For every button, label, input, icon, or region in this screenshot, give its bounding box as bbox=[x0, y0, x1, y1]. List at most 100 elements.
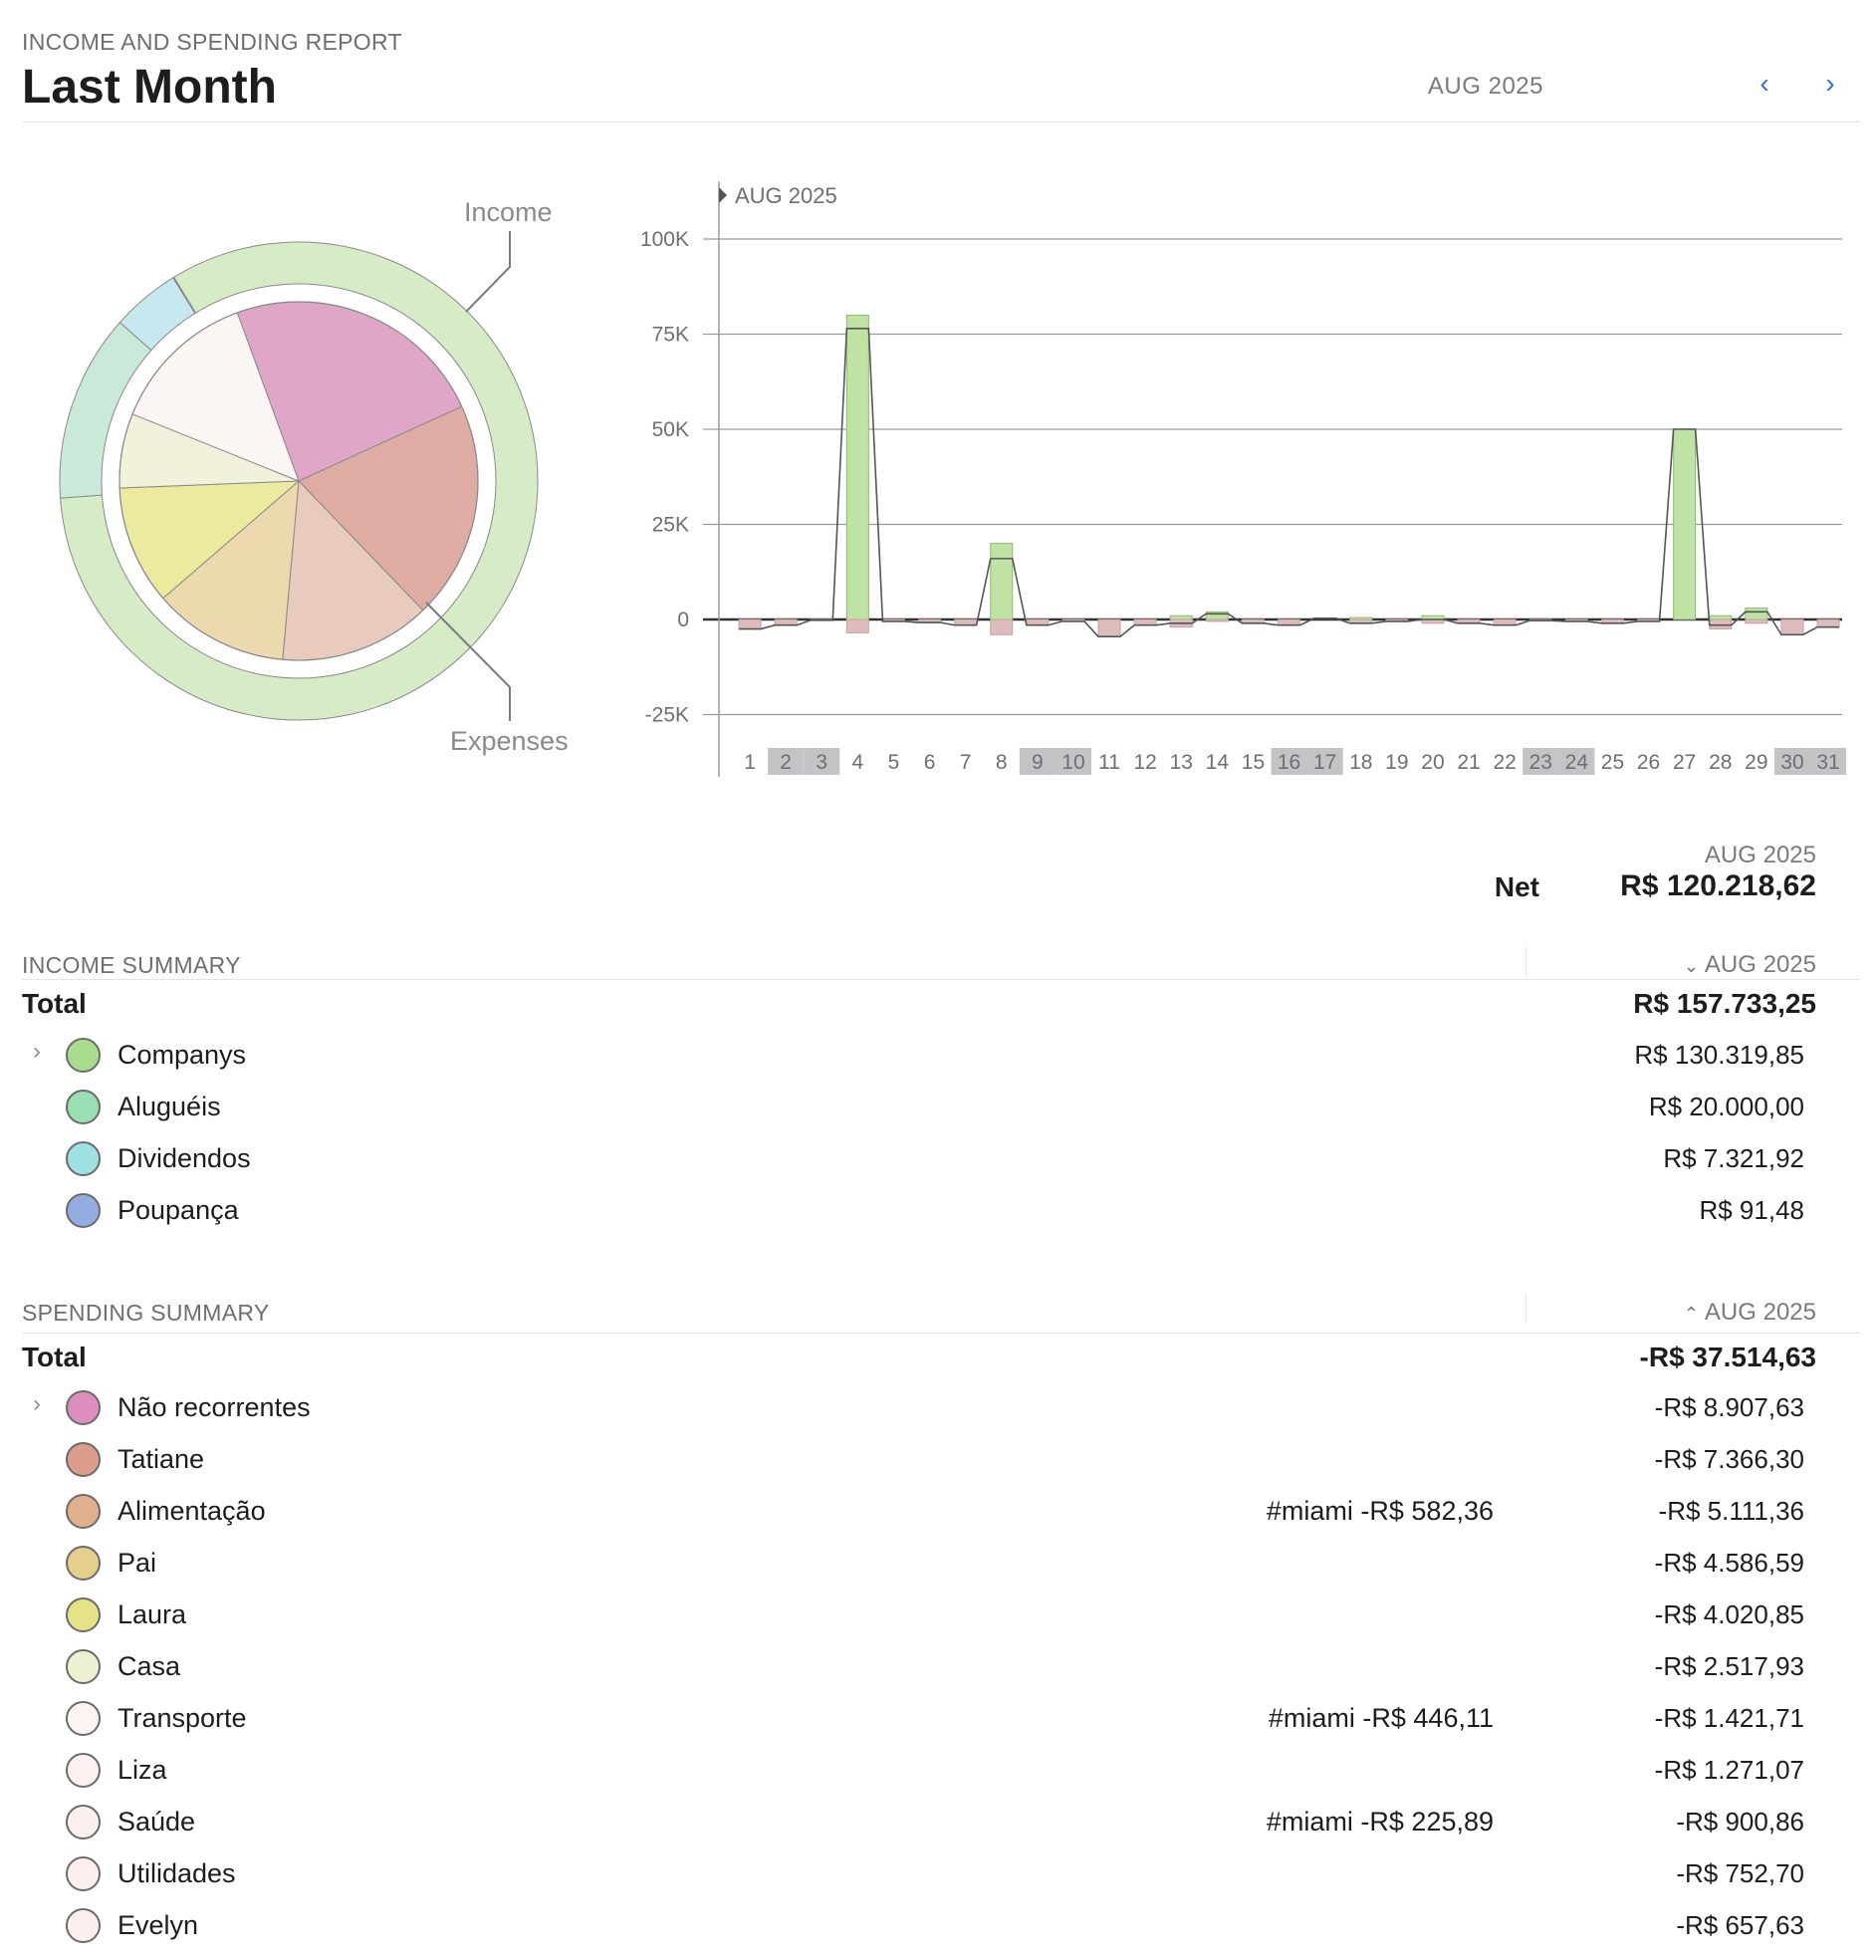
x-tick-label[interactable]: 11 bbox=[1098, 751, 1120, 774]
y-tick-labels: 100K 75K 50K 25K 0 -25K bbox=[640, 228, 689, 727]
expense-bar[interactable] bbox=[1097, 618, 1121, 637]
x-tick-label[interactable]: 29 bbox=[1745, 751, 1767, 774]
category-amount: -R$ 4.586,59 bbox=[1654, 1548, 1804, 1578]
expense-bar[interactable] bbox=[990, 618, 1014, 635]
income-bar[interactable] bbox=[1673, 428, 1697, 620]
income-row[interactable]: › Companys R$ 130.319,85 bbox=[0, 1032, 1876, 1082]
spending-period-header[interactable]: ⌃ AUG 2025 bbox=[1684, 1299, 1816, 1327]
category-amount: R$ 130.319,85 bbox=[1634, 1040, 1804, 1070]
expense-bar[interactable] bbox=[1745, 618, 1768, 624]
income-ring-segment[interactable] bbox=[60, 241, 539, 721]
x-tick-label[interactable]: 6 bbox=[924, 751, 936, 774]
income-ring-segment[interactable] bbox=[172, 276, 197, 315]
category-name: Alimentação bbox=[117, 1496, 266, 1526]
x-tick-label[interactable]: 23 bbox=[1529, 751, 1552, 774]
category-color-dot bbox=[66, 1390, 101, 1425]
spending-row[interactable]: Evelyn -R$ 657,63 bbox=[0, 1902, 1876, 1952]
category-name: Saúde bbox=[117, 1807, 196, 1837]
expense-bar[interactable] bbox=[845, 618, 869, 633]
expense-bar[interactable] bbox=[1133, 618, 1157, 626]
x-tick-label[interactable]: 8 bbox=[996, 751, 1008, 774]
x-tick-label[interactable]: 5 bbox=[888, 751, 900, 774]
category-amount: R$ 91,48 bbox=[1699, 1195, 1804, 1225]
income-bar[interactable] bbox=[990, 543, 1014, 620]
x-tick-label[interactable]: 2 bbox=[780, 751, 792, 774]
income-total-label: Total bbox=[22, 988, 87, 1019]
x-tick-label[interactable]: 1 bbox=[744, 751, 756, 774]
spending-total-label: Total bbox=[22, 1342, 87, 1372]
spending-row[interactable]: Transporte #miami -R$ 446,11 -R$ 1.421,71 bbox=[0, 1695, 1876, 1745]
x-tick-label[interactable]: 12 bbox=[1133, 751, 1156, 774]
income-callout-line bbox=[465, 231, 511, 313]
chevron-right-icon[interactable]: › bbox=[33, 1390, 41, 1417]
y-tick-label: -25K bbox=[645, 704, 689, 727]
x-tick-label[interactable]: 17 bbox=[1313, 751, 1336, 774]
expense-bar[interactable] bbox=[738, 618, 762, 630]
x-tick-label[interactable]: 20 bbox=[1421, 751, 1444, 774]
spending-row[interactable]: Laura -R$ 4.020,85 bbox=[0, 1592, 1876, 1641]
spending-row[interactable]: Utilidades -R$ 752,70 bbox=[0, 1850, 1876, 1900]
x-tick-label[interactable]: 15 bbox=[1242, 751, 1265, 774]
expense-bar[interactable] bbox=[1709, 618, 1733, 630]
expense-bar[interactable] bbox=[1816, 618, 1840, 628]
spending-row[interactable]: Saúde #miami -R$ 225,89 -R$ 900,86 bbox=[0, 1799, 1876, 1848]
expense-bar[interactable] bbox=[1278, 618, 1301, 626]
spending-row[interactable]: Pai -R$ 4.586,59 bbox=[0, 1540, 1876, 1590]
x-tick-label[interactable]: 7 bbox=[960, 751, 972, 774]
income-bar[interactable] bbox=[845, 314, 869, 620]
spending-row[interactable]: Casa -R$ 2.517,93 bbox=[0, 1643, 1876, 1693]
x-tick-label[interactable]: 25 bbox=[1601, 751, 1624, 774]
income-row[interactable]: Aluguéis R$ 20.000,00 bbox=[0, 1084, 1876, 1133]
income-period-header[interactable]: ⌄ AUG 2025 bbox=[1684, 951, 1816, 979]
spending-row[interactable]: Tatiane -R$ 7.366,30 bbox=[0, 1436, 1876, 1486]
x-tick-label[interactable]: 9 bbox=[1032, 751, 1044, 774]
category-name: Poupança bbox=[117, 1195, 239, 1225]
income-row[interactable]: Poupança R$ 91,48 bbox=[0, 1187, 1876, 1237]
income-bar[interactable] bbox=[1745, 608, 1768, 620]
x-tick-label[interactable]: 22 bbox=[1493, 751, 1516, 774]
x-tick-label[interactable]: 26 bbox=[1637, 751, 1660, 774]
x-tick-label[interactable]: 4 bbox=[852, 751, 864, 774]
spending-row[interactable]: Liza -R$ 1.271,07 bbox=[0, 1747, 1876, 1797]
income-bar[interactable] bbox=[1709, 614, 1733, 620]
x-tick-label[interactable]: 14 bbox=[1206, 751, 1230, 774]
expense-bar[interactable] bbox=[954, 618, 978, 626]
category-name: Utilidades bbox=[117, 1858, 236, 1888]
spending-row[interactable]: Alimentação #miami -R$ 582,36 -R$ 5.111,36 bbox=[0, 1488, 1876, 1538]
expenses-callout-line bbox=[425, 602, 511, 721]
next-month-button[interactable]: › bbox=[1815, 68, 1845, 102]
x-tick-label[interactable]: 10 bbox=[1061, 751, 1084, 774]
chevron-right-icon[interactable]: › bbox=[33, 1038, 41, 1065]
x-tick-label[interactable]: 3 bbox=[816, 751, 827, 774]
x-tick-label[interactable]: 16 bbox=[1278, 751, 1300, 774]
category-name: Liza bbox=[117, 1755, 167, 1785]
x-tick-label[interactable]: 27 bbox=[1673, 751, 1696, 774]
expense-bar[interactable] bbox=[1780, 618, 1804, 635]
x-tick-label[interactable]: 18 bbox=[1349, 751, 1372, 774]
x-tick-label[interactable]: 30 bbox=[1780, 751, 1803, 774]
x-tick-label[interactable]: 13 bbox=[1170, 751, 1193, 774]
x-tick-label[interactable]: 19 bbox=[1385, 751, 1408, 774]
expense-bar[interactable] bbox=[1493, 618, 1517, 626]
disclosure-triangle-icon[interactable] bbox=[719, 187, 727, 203]
x-tick-label[interactable]: 24 bbox=[1565, 751, 1589, 774]
income-bar[interactable] bbox=[1169, 614, 1193, 620]
expense-bar[interactable] bbox=[774, 618, 798, 626]
category-amount: -R$ 7.366,30 bbox=[1654, 1444, 1804, 1474]
income-row[interactable]: Dividendos R$ 7.321,92 bbox=[0, 1135, 1876, 1185]
category-color-dot bbox=[66, 1038, 101, 1073]
expense-bar[interactable] bbox=[1205, 618, 1229, 622]
expense-bar[interactable] bbox=[1026, 618, 1050, 626]
x-tick-label[interactable]: 31 bbox=[1816, 751, 1839, 774]
category-amount: -R$ 1.421,71 bbox=[1654, 1703, 1804, 1733]
x-tick-label[interactable]: 21 bbox=[1457, 751, 1480, 774]
category-color-dot bbox=[66, 1494, 101, 1529]
spending-row[interactable]: › Não recorrentes -R$ 8.907,63 bbox=[0, 1384, 1876, 1434]
tag-amount: #miami -R$ 446,11 bbox=[1268, 1703, 1494, 1733]
income-summary-divider bbox=[22, 979, 1860, 980]
category-name: Transporte bbox=[117, 1703, 247, 1733]
category-name: Tatiane bbox=[117, 1444, 205, 1474]
previous-month-button[interactable]: ‹ bbox=[1750, 68, 1779, 102]
x-tick-label[interactable]: 28 bbox=[1709, 751, 1732, 774]
expense-pie-outline bbox=[118, 301, 479, 661]
